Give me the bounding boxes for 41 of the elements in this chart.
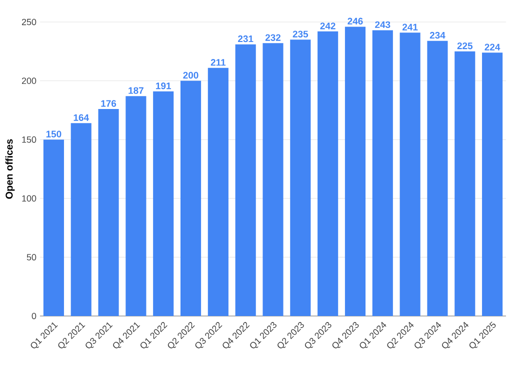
data-label: 234 (430, 32, 446, 39)
data-label: 231 (238, 35, 254, 42)
y-tick-label: 100 (22, 195, 36, 202)
bar (235, 44, 256, 316)
bar (180, 80, 202, 316)
bar (208, 68, 228, 316)
bar (70, 123, 92, 316)
bar (262, 43, 284, 316)
bar (427, 40, 448, 316)
bar (126, 96, 146, 316)
bar (98, 109, 119, 316)
data-label: 235 (292, 30, 308, 38)
data-label: 224 (484, 44, 500, 50)
y-tick-label: 150 (22, 136, 36, 143)
y-tick-label: 250 (22, 18, 36, 26)
bar (318, 31, 338, 316)
bar (454, 51, 476, 316)
data-label: 176 (101, 100, 116, 107)
bar (372, 30, 393, 316)
y-tick-label: 0 (32, 312, 36, 320)
bar (344, 26, 366, 316)
bar (43, 140, 64, 316)
bar (482, 52, 503, 316)
data-label: 150 (46, 130, 62, 138)
data-label: 191 (156, 82, 171, 90)
y-axis-title: Open offices (5, 139, 15, 199)
data-label: 246 (348, 18, 363, 25)
data-label: 243 (375, 21, 390, 28)
bar (290, 40, 311, 316)
data-label: 232 (265, 34, 281, 41)
y-tick-label: 50 (26, 254, 36, 260)
data-label: 187 (128, 87, 144, 94)
data-label: 241 (402, 24, 418, 30)
data-label: 211 (210, 59, 226, 66)
data-label: 225 (457, 42, 473, 50)
bar (153, 91, 174, 316)
data-label: 242 (320, 22, 336, 30)
data-label: 164 (74, 114, 89, 121)
bar (400, 32, 420, 316)
data-label: 200 (183, 72, 198, 79)
y-tick-label: 200 (22, 78, 36, 84)
